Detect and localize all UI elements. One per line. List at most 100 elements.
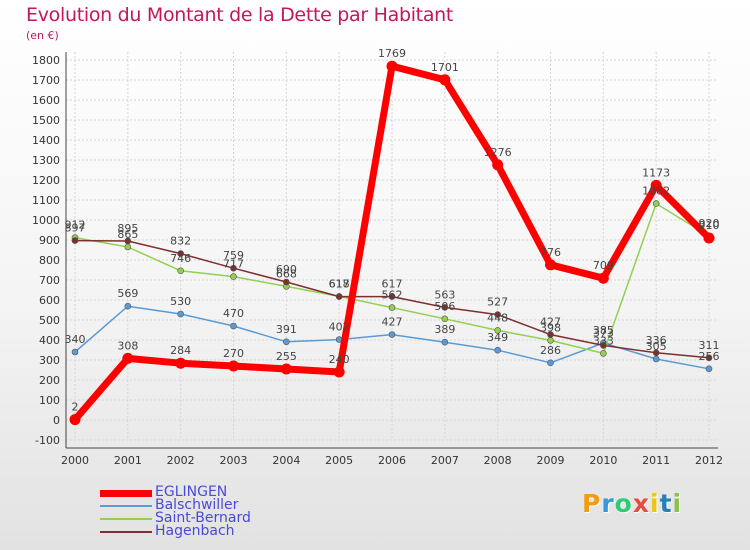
data-point-eglingen [122, 352, 134, 364]
data-label-saint-bernard: 618 [329, 277, 350, 290]
x-tick-label: 2005 [325, 454, 353, 467]
x-tick-label: 2000 [61, 454, 89, 467]
data-point-saint-bernard [494, 327, 501, 334]
data-point-saint-bernard [388, 304, 396, 311]
data-point-balschwiller [124, 302, 132, 310]
x-tick-label: 2002 [167, 454, 195, 467]
legend-swatch [100, 531, 152, 533]
data-label-hagenbach: 759 [223, 249, 244, 262]
data-point-eglingen [545, 259, 556, 271]
data-label-hagenbach: 617 [382, 278, 403, 291]
data-point-balschwiller [705, 365, 713, 373]
data-label-hagenbach: 832 [170, 235, 191, 248]
data-label-eglingen: 709 [593, 259, 614, 272]
data-point-balschwiller [494, 346, 501, 354]
y-tick-label: 1300 [32, 154, 60, 167]
y-tick-label: 1400 [32, 134, 60, 147]
data-point-hagenbach [71, 237, 79, 244]
data-point-eglingen [333, 366, 345, 378]
x-tick-label: 2008 [484, 454, 512, 467]
data-label-eglingen: 1769 [378, 47, 406, 60]
data-point-balschwiller [388, 331, 396, 338]
data-point-balschwiller [283, 338, 290, 346]
data-label-balschwiller: 305 [646, 340, 667, 353]
data-point-balschwiller [441, 338, 449, 346]
data-label-saint-bernard: 865 [117, 228, 138, 241]
data-point-saint-bernard [600, 350, 607, 357]
y-tick-label: 800 [39, 254, 60, 267]
data-label-eglingen: 2 [72, 401, 79, 414]
data-point-saint-bernard [547, 337, 554, 344]
x-tick-label: 2009 [537, 454, 565, 467]
data-label-hagenbach: 563 [434, 288, 455, 301]
data-label-eglingen: 1173 [642, 166, 670, 179]
data-point-eglingen [228, 360, 239, 372]
data-label-hagenbach: 690 [276, 263, 297, 276]
data-point-hagenbach [283, 278, 290, 286]
chart-unit-label: (en €) [26, 29, 59, 42]
proxiti-logo: Proxiti [582, 489, 683, 518]
y-tick-label: 1500 [32, 114, 60, 127]
data-label-hagenbach: 427 [540, 316, 561, 329]
data-label-balschwiller: 470 [223, 307, 244, 320]
y-tick-label: -100 [35, 434, 60, 447]
data-point-hagenbach [494, 311, 501, 318]
legend-label: Balschwiller [155, 497, 239, 513]
legend-swatch [100, 518, 152, 520]
data-label-balschwiller: 402 [329, 321, 350, 334]
y-tick-label: 1000 [32, 214, 60, 227]
legend-swatch [100, 505, 152, 507]
data-label-balschwiller: 427 [382, 316, 403, 329]
data-label-eglingen: 255 [276, 350, 297, 363]
data-point-saint-bernard [441, 315, 449, 323]
data-point-eglingen [386, 60, 398, 72]
data-point-balschwiller [177, 310, 184, 318]
data-point-hagenbach [441, 304, 449, 311]
y-tick-label: 1600 [32, 94, 60, 107]
y-tick-label: 0 [53, 414, 60, 427]
data-label-balschwiller: 569 [117, 287, 138, 300]
data-point-hagenbach [124, 237, 132, 245]
data-label-eglingen: 910 [699, 219, 720, 232]
x-tick-label: 2006 [378, 454, 406, 467]
data-label-eglingen: 284 [170, 344, 191, 357]
y-tick-label: 1100 [32, 194, 60, 207]
y-tick-label: 300 [39, 354, 60, 367]
y-tick-label: 900 [39, 234, 60, 247]
data-label-saint-bernard: 717 [223, 258, 244, 271]
data-point-hagenbach [335, 293, 343, 300]
data-point-saint-bernard [124, 243, 132, 251]
y-tick-label: 600 [39, 294, 60, 307]
data-label-balschwiller: 385 [593, 324, 614, 337]
data-label-saint-bernard: 506 [434, 300, 455, 313]
data-label-balschwiller: 286 [540, 344, 561, 357]
x-tick-label: 2007 [431, 454, 459, 467]
x-tick-label: 2011 [642, 454, 670, 467]
data-label-saint-bernard: 448 [487, 311, 508, 324]
legend-label: Hagenbach [155, 523, 235, 539]
y-tick-label: 1200 [32, 174, 60, 187]
x-tick-label: 2004 [272, 454, 300, 467]
data-point-hagenbach [652, 349, 660, 357]
data-point-hagenbach [547, 331, 554, 338]
data-point-balschwiller [652, 355, 660, 363]
x-tick-label: 2010 [589, 454, 617, 467]
data-label-balschwiller: 349 [487, 331, 508, 344]
legend-swatch [100, 489, 152, 497]
data-point-eglingen [69, 414, 81, 426]
data-label-saint-bernard: 398 [540, 321, 561, 334]
data-label-balschwiller: 256 [699, 350, 720, 363]
legend-label: Saint-Bernard [155, 510, 251, 526]
data-label-eglingen: 776 [540, 246, 561, 259]
data-label-balschwiller: 340 [65, 333, 86, 346]
y-tick-label: 700 [39, 274, 60, 287]
data-point-hagenbach [705, 354, 713, 362]
data-label-hagenbach: 895 [117, 222, 138, 235]
data-point-eglingen [650, 179, 662, 191]
data-label-hagenbach: 373 [593, 326, 614, 339]
data-point-eglingen [597, 272, 609, 284]
data-label-hagenbach: 336 [646, 334, 667, 347]
chart-title: Evolution du Montant de la Dette par Hab… [26, 4, 454, 26]
